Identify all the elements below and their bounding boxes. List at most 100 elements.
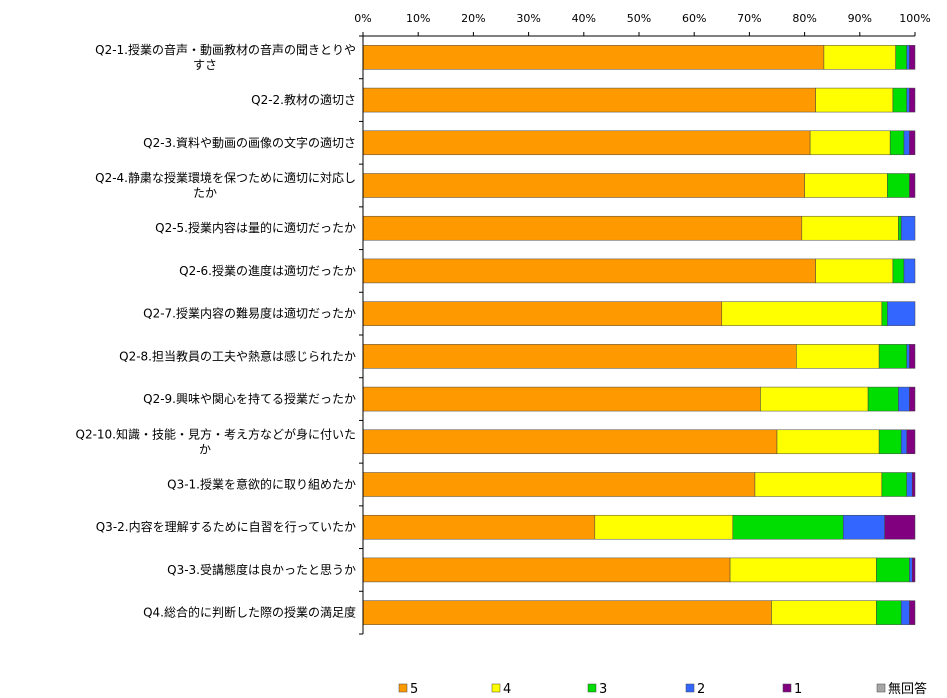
legend-label: 3 (599, 682, 607, 697)
bar-segment (362, 600, 772, 625)
bar-segment (889, 130, 905, 156)
bar-segment (362, 130, 811, 156)
bar-segment (909, 386, 916, 412)
bar-segment (362, 344, 797, 369)
bar-segment (881, 301, 888, 326)
bar-segment (362, 215, 803, 241)
bar-segment (878, 344, 907, 369)
bar-segment (815, 87, 894, 113)
legend-swatch (685, 683, 695, 693)
bar-segment (362, 258, 816, 284)
bar-segment (895, 45, 907, 70)
bar-segment (892, 258, 905, 284)
legend-swatch (398, 683, 408, 693)
x-tick-label: 100% (899, 12, 930, 25)
x-axis-ticks: 0% 10% 20% 30% 40% 50% 60% 70% 80% 90% 100% (354, 12, 930, 25)
bar-segment (876, 600, 902, 625)
category-label: すさ (193, 58, 217, 72)
category-label: Q2-5.授業内容は量的に適切だったか (155, 220, 356, 235)
bar-segment (909, 45, 916, 70)
legend-swatch (876, 683, 886, 693)
x-tick-label: 30% (516, 12, 540, 25)
bar-segment (900, 600, 910, 625)
category-label: Q2-6.授業の進度は適切だったか (179, 263, 356, 278)
bar-segment (909, 130, 916, 156)
category-label: Q2-10.知識・技能・見方・考え方などが身に付いた (76, 426, 357, 441)
bar-segment (362, 45, 825, 70)
legend-label: 無回答 (888, 681, 927, 697)
bar-segment (842, 514, 885, 540)
legend-swatch (491, 683, 501, 693)
bar-segment (892, 87, 907, 113)
bar-segment (878, 429, 902, 455)
category-label: Q3-2.内容を理解するために自習を行っていたか (96, 519, 356, 534)
bar-segment (903, 258, 916, 284)
legend-swatch (587, 683, 597, 693)
bar-segment (809, 130, 891, 156)
bar-segment (362, 472, 756, 497)
bar-segment (909, 173, 916, 198)
category-label: Q2-8.担当教員の工夫や熱意は感じられたか (119, 348, 356, 363)
bar-segment (362, 386, 761, 412)
bar-segment (887, 301, 916, 326)
bar-segment (796, 344, 880, 369)
bar-segment (906, 45, 910, 70)
bar-segment (362, 514, 596, 540)
bar-segment (881, 472, 907, 497)
bar-segment (776, 429, 880, 455)
category-label: Q2-4.静粛な授業環境を保つために適切に対応し (95, 170, 356, 185)
plot-area (359, 32, 916, 635)
x-tick-label: 50% (627, 12, 651, 25)
bar-segment (906, 472, 913, 497)
bar-segment (815, 258, 894, 284)
bar-segment (909, 87, 916, 113)
bar-segment (911, 472, 916, 497)
bar-segment (721, 301, 883, 326)
category-label: Q2-9.興味や関心を持てる授業だったか (143, 391, 356, 406)
legend-label: 5 (410, 682, 418, 697)
x-tick-label: 40% (572, 12, 596, 25)
bar-segment (911, 557, 916, 583)
bar-segment (594, 514, 734, 540)
bar-segment (900, 215, 916, 241)
bar-segment (906, 429, 916, 455)
x-tick-label: 20% (461, 12, 485, 25)
bar-segment (771, 600, 877, 625)
x-tick-label: 90% (848, 12, 872, 25)
x-tick-label: 60% (682, 12, 706, 25)
category-label: Q2-3.資料や動画の画像の文字の適切さ (143, 135, 356, 150)
bar-segment (362, 557, 731, 583)
bar-segment (898, 386, 910, 412)
bar-segment (362, 173, 805, 198)
bar-segment (362, 301, 723, 326)
bar-segment (887, 173, 910, 198)
bar-segment (900, 429, 907, 455)
bar-segment (884, 514, 916, 540)
x-tick-label: 0% (354, 12, 371, 25)
legend: 5 4 3 2 1 無回答 (398, 681, 927, 697)
legend-swatch (782, 683, 792, 693)
bar-segment (906, 344, 910, 369)
bar-segment (801, 215, 899, 241)
bar-segment (909, 557, 913, 583)
bar-segment (362, 429, 778, 455)
bar-segment (876, 557, 910, 583)
legend-label: 1 (794, 682, 802, 697)
bar-segment (362, 87, 816, 113)
category-label: Q2-1.授業の音声・動画教材の音声の聞きとりや (95, 42, 356, 57)
category-label: Q2-7.授業内容の難易度は適切だったか (143, 306, 356, 321)
category-label: Q4.総合的に判断した際の授業の満足度 (143, 605, 356, 620)
legend-label: 2 (697, 682, 705, 697)
x-tick-label: 70% (737, 12, 761, 25)
category-label: Q3-3.受講態度は良かったと思うか (167, 562, 356, 577)
bar-segment (906, 87, 910, 113)
bar-segment (867, 386, 899, 412)
bar-segment (729, 557, 877, 583)
x-tick-label: 10% (406, 12, 430, 25)
category-label: か (199, 442, 211, 456)
legend-label: 4 (503, 682, 511, 697)
x-tick-label: 80% (792, 12, 816, 25)
bar-segment (898, 215, 902, 241)
